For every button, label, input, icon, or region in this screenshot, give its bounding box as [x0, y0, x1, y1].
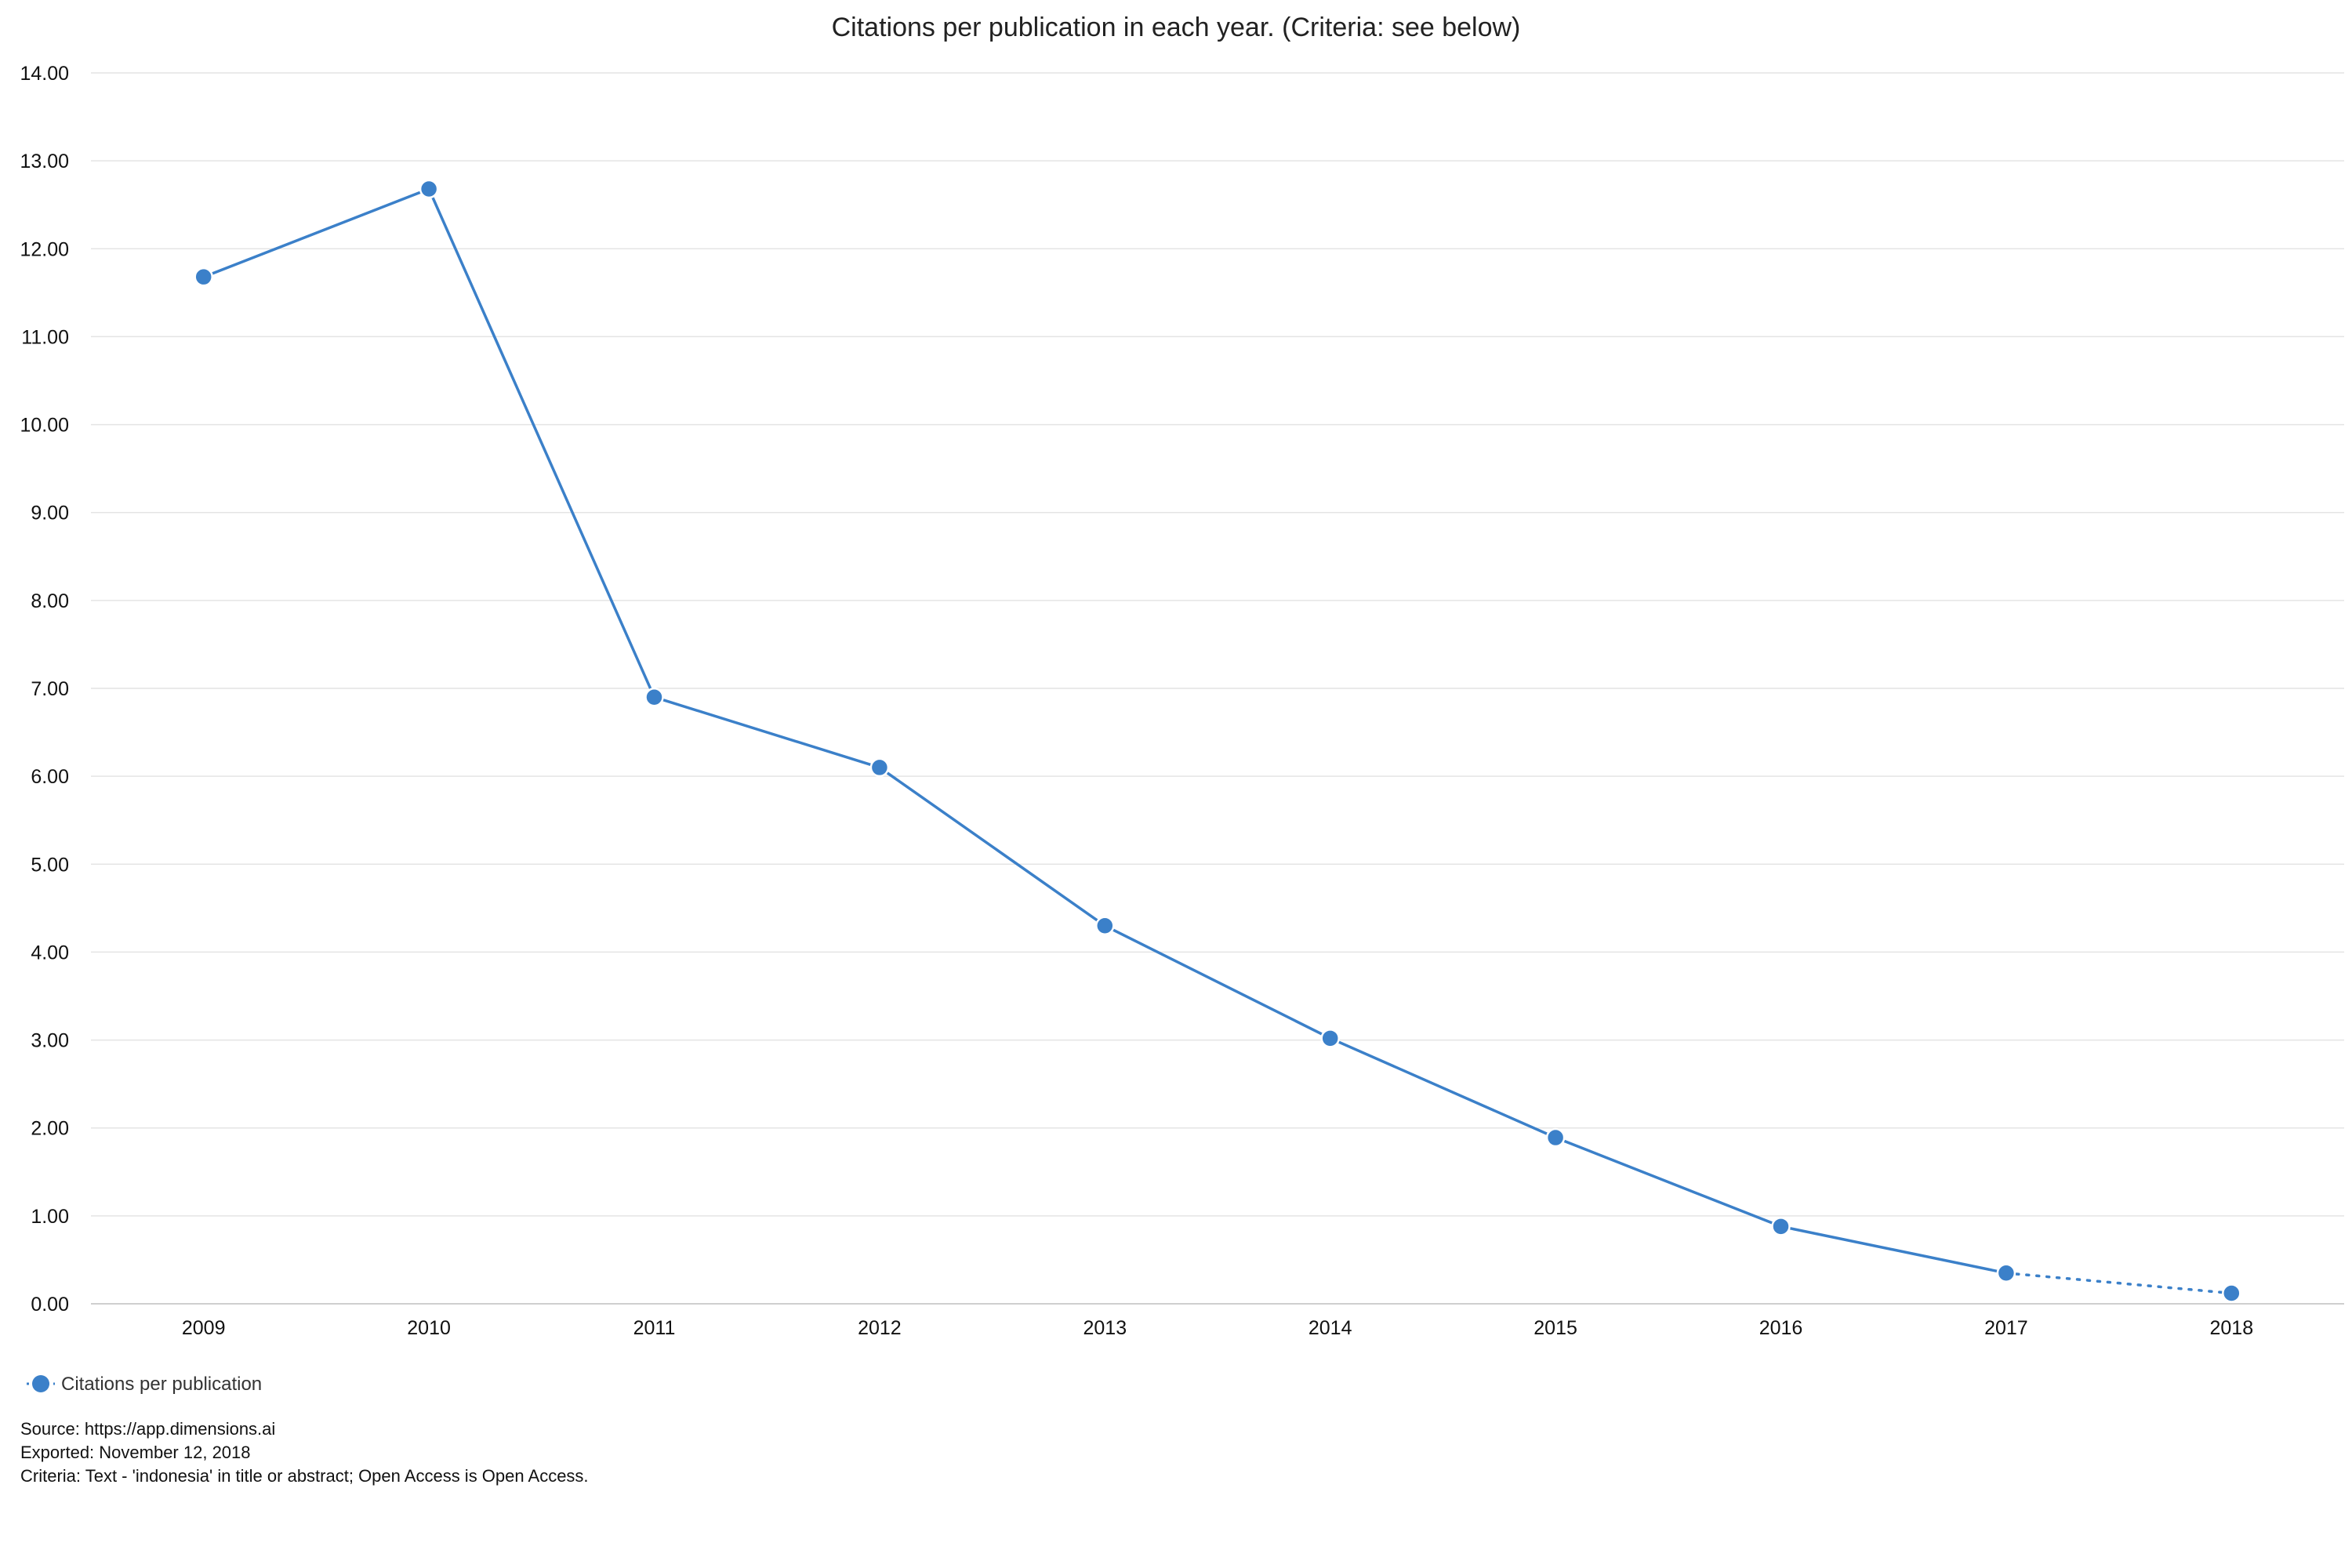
x-tick-label: 2016	[1759, 1317, 1803, 1339]
series-citations-per-publication	[194, 179, 2241, 1303]
y-tick-label: 0.00	[31, 1294, 69, 1316]
data-point	[1771, 1217, 1791, 1236]
y-tick-label: 5.00	[31, 854, 69, 876]
y-tick-label: 9.00	[31, 503, 69, 524]
data-point	[1095, 916, 1115, 936]
x-tick-label: 2018	[2209, 1317, 2253, 1339]
y-tick-label: 6.00	[31, 766, 69, 788]
chart-title: Citations per publication in each year. …	[832, 13, 1521, 42]
footer-exported: Exported: November 12, 2018	[20, 1443, 251, 1462]
y-tick-label: 14.00	[20, 63, 69, 85]
x-tick-label: 2009	[182, 1317, 226, 1339]
data-point	[644, 687, 664, 707]
data-point	[419, 179, 439, 199]
x-tick-label: 2013	[1083, 1317, 1127, 1339]
footer-criteria: Criteria: Text - 'indonesia' in title or…	[20, 1466, 589, 1486]
x-tick-label: 2011	[633, 1317, 676, 1339]
x-tick-label: 2010	[407, 1317, 451, 1339]
x-axis-ticks: 2009 2010 2011 2012 2013 2014 2015 2016 2017 2018	[182, 1317, 2253, 1339]
y-tick-label: 1.00	[31, 1206, 69, 1228]
y-tick-label: 2.00	[31, 1118, 69, 1140]
x-tick-label: 2015	[1534, 1317, 1577, 1339]
data-point	[2222, 1283, 2241, 1303]
data-point	[1545, 1127, 1566, 1148]
y-tick-label: 13.00	[20, 151, 69, 172]
y-axis-ticks: 0.00 1.00 2.00 3.00 4.00 5.00 6.00 7.00 8.00 9.00…	[20, 63, 69, 1316]
x-tick-label: 2012	[858, 1317, 902, 1339]
series-line	[203, 187, 2007, 1275]
data-point	[194, 267, 213, 287]
y-tick-label: 8.00	[31, 590, 69, 612]
data-point	[869, 757, 890, 778]
data-point	[1996, 1263, 2016, 1283]
legend-label: Citations per publication	[61, 1374, 262, 1395]
legend-marker	[32, 1375, 49, 1392]
y-tick-label: 7.00	[31, 678, 69, 700]
y-tick-label: 3.00	[31, 1030, 69, 1052]
legend[interactable]: Citations per publication	[27, 1374, 262, 1395]
y-tick-label: 4.00	[31, 942, 69, 964]
x-tick-label: 2017	[1984, 1317, 2028, 1339]
footer-source: Source: https://app.dimensions.ai	[20, 1419, 275, 1439]
x-tick-label: 2014	[1308, 1317, 1352, 1339]
data-point	[1320, 1029, 1340, 1048]
y-tick-label: 10.00	[20, 415, 69, 437]
y-tick-label: 11.00	[21, 326, 69, 348]
gridlines	[91, 72, 2344, 1305]
series-line-projected	[2005, 1272, 2234, 1295]
y-tick-label: 12.00	[20, 238, 69, 260]
